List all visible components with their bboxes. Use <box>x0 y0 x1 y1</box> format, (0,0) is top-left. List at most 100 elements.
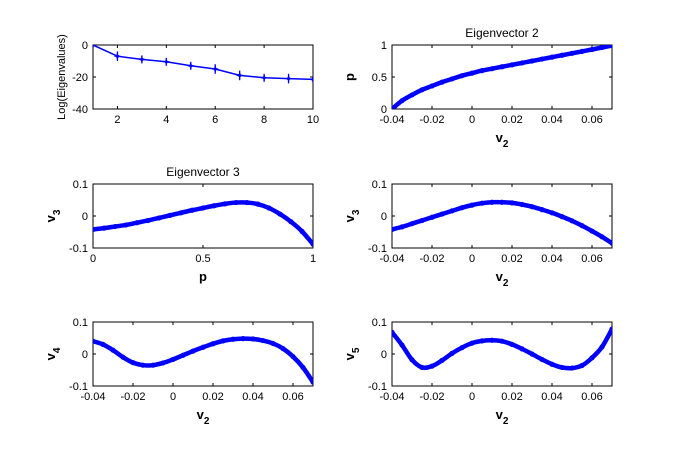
data-point <box>211 203 217 209</box>
data-point <box>529 351 535 357</box>
y-tick-label: 0 <box>82 40 88 52</box>
x-tick-label: -0.04 <box>379 114 404 126</box>
chart-title: Eigenvector 2 <box>465 26 539 40</box>
data-point <box>509 341 515 347</box>
data-point <box>110 347 116 353</box>
data-point <box>170 356 176 363</box>
data-point <box>250 336 256 342</box>
data-point <box>419 364 425 371</box>
data-point <box>499 338 505 344</box>
y-tick-label: 0.1 <box>73 317 88 329</box>
x-axis-label-main: v <box>496 269 504 284</box>
x-tick-label: 1 <box>310 253 316 265</box>
data-point <box>262 76 266 80</box>
y-tick-label: 0.5 <box>372 72 387 84</box>
x-tick-label: -0.04 <box>379 253 404 265</box>
data-point <box>499 199 505 205</box>
data-point <box>499 64 505 70</box>
x-axis-label-sub: 2 <box>503 278 509 289</box>
y-tick-label: -0.1 <box>368 381 387 393</box>
data-point <box>549 210 555 216</box>
data-point <box>589 46 595 53</box>
y-axis-label-main: Log(Eigenvalues) <box>56 34 68 120</box>
data-point <box>489 337 495 343</box>
y-tick-label: 0 <box>381 104 387 116</box>
data-point <box>609 45 612 49</box>
data-point <box>459 205 465 211</box>
data-point <box>519 60 525 66</box>
y-tick-label: -20 <box>72 72 88 84</box>
y-axis-label-main: v <box>43 214 58 222</box>
data-point <box>539 207 545 213</box>
x-axis-label-main: v <box>496 407 504 422</box>
data-point <box>277 211 283 217</box>
data-point <box>539 56 545 62</box>
x-tick-label: -0.02 <box>120 391 145 403</box>
data-point <box>489 66 495 72</box>
y-tick-label: 0 <box>82 211 88 223</box>
data-point <box>266 205 272 211</box>
data-point <box>120 354 126 360</box>
data-point <box>479 68 485 74</box>
data-point <box>419 217 425 224</box>
x-axis-label: v2 <box>197 407 210 427</box>
y-axis-label-main: v <box>342 214 357 222</box>
y-tick-label: 0 <box>381 211 387 223</box>
data-point <box>589 228 595 234</box>
panel-eigenvector2: -0.04 -0.02 0 0.02 0.04 0.06 0 0.5 1 Eigenvector … <box>342 26 613 150</box>
data-point <box>93 226 96 233</box>
data-point <box>180 352 186 358</box>
data-point <box>449 208 455 214</box>
data-point <box>392 329 395 335</box>
x-tick-label: 0.06 <box>581 253 602 265</box>
x-tick-label: 0.02 <box>501 253 522 265</box>
y-axis-label: Log(Eigenvalues) <box>56 34 68 120</box>
x-tick-label: 0 <box>469 114 475 126</box>
y-axis-label-sub: 3 <box>351 209 362 215</box>
data-point <box>439 357 445 363</box>
data-point <box>255 201 261 207</box>
y-axis-label: p <box>342 73 357 81</box>
data-point <box>310 379 313 385</box>
data-point <box>419 87 425 93</box>
data-point <box>569 218 575 224</box>
data-point <box>189 64 193 68</box>
y-axis-label: v5 <box>342 347 362 360</box>
y-tick-label: 0.1 <box>73 179 88 191</box>
x-tick-label: 2 <box>114 114 120 126</box>
data-point <box>589 355 595 361</box>
data-layer <box>93 199 313 247</box>
data-point <box>439 79 445 85</box>
data-point <box>392 106 395 109</box>
y-axis-label-main: v <box>342 352 357 360</box>
data-point <box>140 362 146 368</box>
x-tick-label: 4 <box>163 114 169 126</box>
data-point <box>569 50 575 56</box>
data-point <box>286 77 291 81</box>
x-tick-label: 0.04 <box>541 391 562 403</box>
data-point <box>299 228 305 234</box>
panel-eigenvalues: 2 4 6 8 10 -40 -20 0 Log(Eigenvalues) <box>56 34 319 126</box>
x-axis-label-sub: 2 <box>204 416 210 427</box>
data-point <box>93 45 95 47</box>
data-layer <box>93 45 313 84</box>
data-point <box>529 58 535 64</box>
data-point <box>300 364 306 371</box>
data-point <box>549 361 555 367</box>
y-tick-label: -0.1 <box>368 243 387 255</box>
data-point <box>539 356 545 363</box>
x-axis-label: v2 <box>496 130 509 150</box>
y-axis-label: v3 <box>342 209 362 222</box>
data-point <box>164 60 168 64</box>
data-point <box>100 341 106 347</box>
data-point <box>222 201 228 207</box>
data-point <box>399 224 405 230</box>
data-point <box>145 217 151 224</box>
x-axis-label-sub: 2 <box>503 416 509 427</box>
x-tick-label: 0 <box>469 253 475 265</box>
x-axis-label: v2 <box>496 407 509 427</box>
y-axis-label-sub: 3 <box>52 209 63 215</box>
